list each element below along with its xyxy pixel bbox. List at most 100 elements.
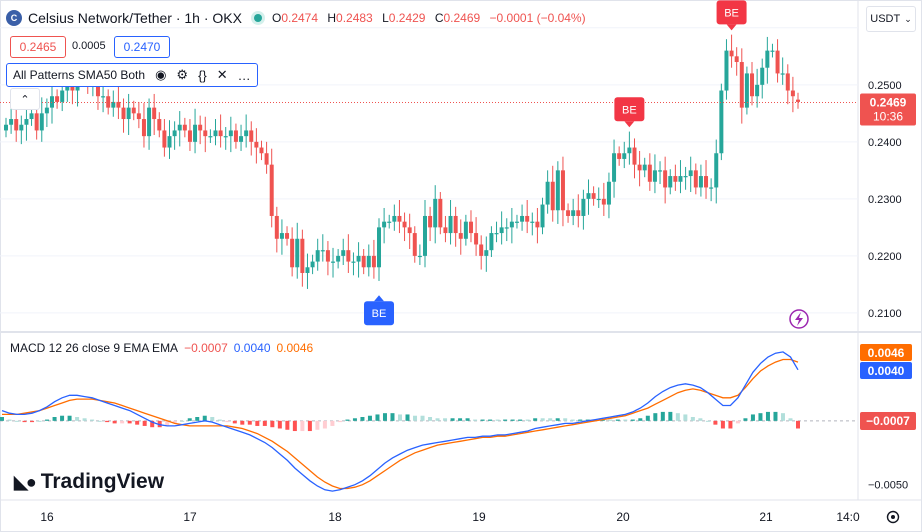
marker-pointer: [726, 24, 737, 31]
bearish-engulfing-marker: BE: [614, 97, 645, 128]
candle-body: [560, 170, 565, 211]
macd-line-value: 0.0040: [233, 341, 271, 355]
macd-histogram: [0, 411, 800, 432]
candle: [417, 244, 422, 265]
histogram-bar: [443, 418, 448, 421]
candle-body: [290, 238, 295, 268]
histogram-bar: [180, 420, 185, 422]
candle-body: [683, 176, 688, 178]
candle: [550, 165, 555, 222]
candle-body: [428, 215, 433, 228]
candle: [136, 101, 141, 129]
candle-body: [652, 170, 657, 182]
histogram-bar: [352, 418, 357, 421]
histogram-bar: [52, 417, 57, 421]
candle: [581, 189, 586, 230]
candle-body: [540, 204, 545, 228]
histogram-bar: [0, 417, 4, 421]
currency-selector[interactable]: USDT ⌄: [866, 6, 916, 32]
macd-label: MACD 12 26 close 9 EMA EMA: [10, 341, 179, 355]
candle-body: [693, 170, 698, 188]
histogram-bar: [405, 414, 410, 421]
patterns-indicator-legend[interactable]: All Patterns SMA50 Both ◉ ⚙ {} ✕ …: [6, 63, 258, 87]
candle-body: [525, 215, 530, 222]
candle-body: [187, 130, 192, 142]
candle-body: [586, 193, 591, 199]
histogram-bar: [675, 413, 680, 421]
candle: [509, 207, 514, 244]
marker-pointer: [374, 295, 385, 302]
histogram-bar: [135, 420, 140, 425]
celsius-logo-icon: C: [6, 10, 22, 26]
candle-body: [131, 107, 136, 114]
candle: [765, 36, 770, 84]
histogram-bar: [420, 415, 425, 421]
buy-button[interactable]: 0.2470: [114, 36, 170, 58]
candle: [218, 114, 223, 148]
candle: [566, 203, 571, 223]
macd-value-badge: 0.0040: [860, 362, 912, 379]
sell-button[interactable]: 0.2465: [10, 36, 66, 58]
gear-icon[interactable]: ⚙: [176, 67, 189, 82]
macd-badge-bg: [860, 362, 912, 379]
histogram-bar: [510, 419, 515, 421]
histogram-bar: [555, 418, 560, 421]
histogram-bar: [683, 414, 688, 421]
histogram-bar: [292, 420, 297, 432]
candle: [571, 198, 576, 226]
candle-body: [458, 233, 463, 239]
candle-body: [724, 50, 729, 91]
time-tick-label: 16: [40, 510, 54, 524]
candle-body: [198, 124, 203, 131]
candle: [366, 244, 371, 277]
histogram-bar: [22, 420, 27, 423]
candle-body: [627, 147, 632, 154]
symbol-header[interactable]: C Celsius Network/Tether · 1h · OKX O0.2…: [6, 6, 592, 30]
histogram-bar: [330, 420, 335, 426]
candle-body: [269, 164, 274, 216]
candle: [463, 214, 468, 246]
histogram-bar: [495, 419, 500, 421]
candle: [504, 218, 509, 242]
marker-label: BE: [372, 308, 387, 320]
more-icon[interactable]: …: [237, 67, 251, 83]
candle: [116, 85, 121, 120]
eye-icon[interactable]: ◉: [155, 67, 167, 82]
candle: [402, 212, 407, 242]
histogram-bar: [390, 413, 395, 421]
candle: [305, 253, 310, 289]
candle: [39, 97, 44, 142]
candle-body: [535, 221, 540, 228]
candle: [126, 93, 131, 135]
histogram-bar: [713, 420, 718, 425]
macd-legend[interactable]: MACD 12 26 close 9 EMA EMA −0.0007 0.0040 0…: [10, 341, 313, 355]
candle-body: [9, 119, 14, 125]
candle-body: [796, 99, 800, 102]
collapse-legend-button[interactable]: ⌃: [10, 88, 40, 110]
source-code-icon[interactable]: {}: [198, 67, 207, 83]
candle: [744, 66, 749, 115]
candle-body: [371, 255, 376, 268]
candle: [55, 89, 60, 109]
candle: [637, 150, 642, 187]
candle-body: [632, 147, 637, 165]
open-key: O: [271, 11, 282, 25]
symbol-title[interactable]: Celsius Network/Tether · 1h · OKX: [28, 10, 242, 26]
close-icon[interactable]: ✕: [216, 67, 228, 82]
tradingview-logo[interactable]: ◣● TradingView: [14, 470, 164, 494]
countdown-label: 10:36: [873, 110, 903, 124]
marker-pointer: [624, 121, 635, 128]
histogram-bar: [660, 411, 665, 421]
histogram-bar: [97, 420, 102, 422]
histogram-bar: [450, 418, 455, 421]
candle: [693, 163, 698, 195]
candle: [264, 141, 269, 174]
candle: [295, 222, 300, 279]
histogram-bar: [788, 418, 793, 421]
histogram-bar: [67, 415, 72, 421]
candle-body: [479, 244, 484, 256]
candle-body: [295, 238, 300, 268]
candle: [775, 39, 780, 83]
candle: [315, 238, 320, 271]
